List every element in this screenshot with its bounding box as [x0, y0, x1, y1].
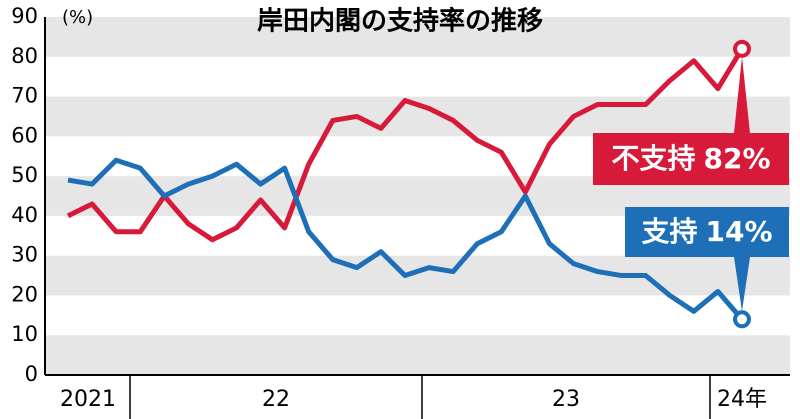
- value-label: 14%: [705, 215, 772, 248]
- year-label: 2021: [60, 387, 116, 412]
- grid-band: [45, 255, 790, 296]
- y-tick-label: 20: [11, 282, 38, 306]
- chart-title: 岸田内閣の支持率の推移: [257, 6, 543, 37]
- year-label: 22: [262, 387, 290, 412]
- year-label: 24年: [717, 387, 767, 412]
- y-axis-label: (%): [62, 7, 93, 28]
- y-tick-label: 40: [11, 203, 38, 227]
- y-tick-label: 0: [25, 362, 38, 386]
- grid-band: [45, 17, 790, 57]
- grid-band: [45, 295, 790, 336]
- series-line: [66, 47, 745, 243]
- year-label: 23: [552, 387, 580, 412]
- callout-box: [593, 133, 789, 185]
- callout-text: 支持 14%: [641, 215, 772, 248]
- y-tick-label: 60: [11, 123, 38, 147]
- grid-band: [45, 335, 790, 375]
- y-tick-label: 10: [11, 322, 38, 346]
- grid-band: [45, 56, 790, 97]
- y-tick-label: 80: [11, 44, 38, 68]
- end-marker: [733, 310, 751, 329]
- callout-pointer: [734, 56, 750, 134]
- callout-text: 不支持 82%: [611, 142, 770, 175]
- y-tick-label: 50: [11, 163, 38, 187]
- y-tick-label: 90: [11, 4, 38, 28]
- callout: 支持 14%: [625, 207, 789, 312]
- value-label: 82%: [703, 142, 770, 175]
- callout: 不支持 82%: [593, 56, 789, 185]
- callout-pointer: [734, 257, 750, 312]
- callout-box: [625, 207, 789, 257]
- y-tick-label: 30: [11, 243, 38, 267]
- y-tick-label: 70: [11, 84, 38, 108]
- legend-label: 支持: [641, 215, 697, 248]
- end-marker: [733, 39, 751, 58]
- series-line: [67, 157, 744, 321]
- legend-label: 不支持: [611, 142, 695, 175]
